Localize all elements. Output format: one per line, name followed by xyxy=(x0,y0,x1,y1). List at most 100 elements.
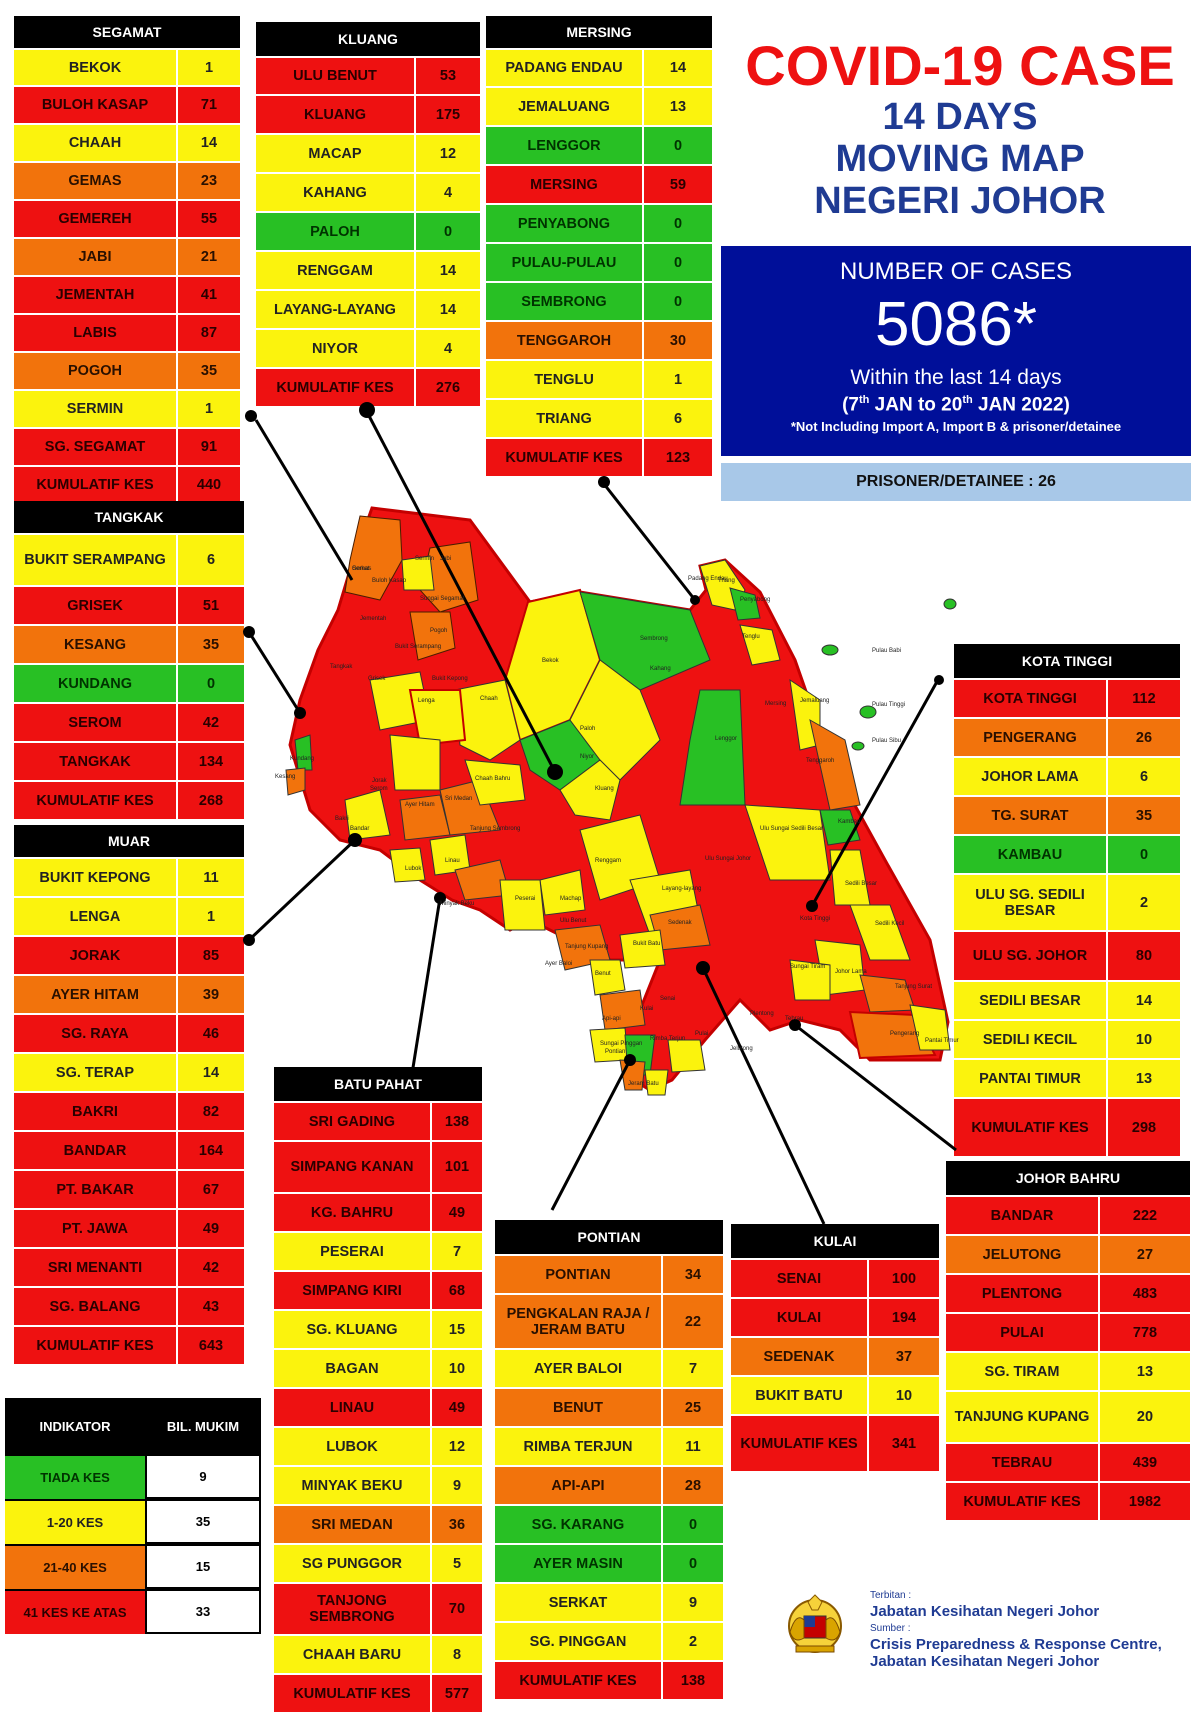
mukim-row: PALOH 0 xyxy=(256,211,480,250)
mukim-row: BENUT 25 xyxy=(495,1387,723,1426)
case-count: 0 xyxy=(642,283,712,320)
case-count: 778 xyxy=(1098,1314,1190,1351)
mukim-row: SRI MENANTI 42 xyxy=(14,1247,244,1286)
region-tenglu xyxy=(739,624,781,666)
mukim-name: SG. BALANG xyxy=(49,1298,141,1315)
connector-mersing xyxy=(602,483,697,601)
mukim-name: RENGGAM xyxy=(297,262,373,279)
mukim-name: PADANG ENDAU xyxy=(505,60,623,76)
case-count: 14 xyxy=(176,125,240,161)
table-title: KULAI xyxy=(731,1224,939,1258)
mukim-name: PLENTONG xyxy=(981,1285,1063,1302)
mukim-name: SERKAT xyxy=(548,1594,608,1611)
subtitle-line-1: 14 DAYS xyxy=(882,96,1038,138)
mukim-row: KG. BAHRU 49 xyxy=(274,1192,482,1231)
mukim-name: MINYAK BEKU xyxy=(301,1477,403,1494)
case-count: 11 xyxy=(176,859,244,896)
case-count: 1 xyxy=(176,898,244,935)
mukim-row: TG. SURAT 35 xyxy=(954,795,1180,834)
case-count: 14 xyxy=(176,1054,244,1091)
mukim-name: TANJUNG KUPANG xyxy=(954,1409,1090,1425)
case-count: 7 xyxy=(661,1350,723,1387)
table-kota-tinggi: KOTA TINGGI KOTA TINGGI 112 PENGERANG 26 JOHO… xyxy=(954,644,1180,1156)
exclusion-note: *Not Including Import A, Import B & pris… xyxy=(790,419,1122,435)
mukim-row: RENGGAM 14 xyxy=(256,250,480,289)
map-place-label: Niyor xyxy=(580,754,594,760)
case-count: 85 xyxy=(176,937,244,974)
mukim-name: ULU SG. SEDILI BESAR xyxy=(975,886,1085,919)
mukim-name: BUKIT KEPONG xyxy=(39,869,151,886)
case-count: 276 xyxy=(414,369,480,406)
mukim-name: KUMULATIF KES xyxy=(293,1685,411,1702)
case-count: 67 xyxy=(176,1171,244,1208)
case-count: 82 xyxy=(176,1093,244,1130)
legend-header-count: BIL. MUKIM xyxy=(166,1418,240,1434)
mukim-row: BAGAN 10 xyxy=(274,1348,482,1387)
map-place-label: Padang Endau xyxy=(688,576,728,582)
legend-swatch-label: TIADA KES xyxy=(5,1456,145,1499)
mukim-name: KUMULATIF KES xyxy=(505,449,623,466)
map-place-label: Lenggor xyxy=(715,736,737,742)
mukim-name: KUMULATIF KES xyxy=(36,477,154,493)
total-row: KUMULATIF KES 123 xyxy=(486,437,712,476)
region-sedili-kecil xyxy=(849,904,911,961)
mukim-name: SRI MEDAN xyxy=(311,1516,393,1533)
mukim-name: NIYOR xyxy=(312,340,358,357)
map-place-label: Johor Lama xyxy=(835,969,867,975)
case-count: 4 xyxy=(414,174,480,211)
table-title: MUAR xyxy=(14,825,244,857)
footer-credits: Terbitan : Jabatan Kesihatan Negeri Joho… xyxy=(870,1590,1200,1670)
mukim-row: LUBOK 12 xyxy=(274,1426,482,1465)
mukim-row: ULU BENUT 53 xyxy=(256,56,480,94)
mukim-name: PONTIAN xyxy=(545,1266,611,1283)
mukim-row: ULU SG. JOHOR 80 xyxy=(954,930,1180,980)
case-count: 42 xyxy=(176,704,244,741)
mukim-name: JORAK xyxy=(69,947,121,964)
mukim-name: SEDENAK xyxy=(763,1348,835,1365)
mukim-name: SERMIN xyxy=(66,401,124,417)
mukim-name: PENYABONG xyxy=(517,215,611,232)
mukim-row: GEMAS 23 xyxy=(14,161,240,199)
map-place-label: Kesang xyxy=(275,774,295,780)
region-tanjung-kupang xyxy=(667,1039,706,1073)
mukim-name: BUKIT SERAMPANG xyxy=(24,552,166,568)
map-place-label: Sri Medan xyxy=(445,796,472,802)
period-label: Within the last 14 days xyxy=(850,366,1062,389)
case-count: 25 xyxy=(661,1389,723,1426)
mukim-row: MERSING 59 xyxy=(486,164,712,203)
mukim-row: SEROM 42 xyxy=(14,702,244,741)
connector-dots xyxy=(243,402,944,1066)
mukim-name: PANTAI TIMUR xyxy=(979,1070,1081,1087)
case-count: 87 xyxy=(176,315,240,351)
table-title: BATU PAHAT xyxy=(274,1067,482,1101)
mukim-row: JABI 21 xyxy=(14,237,240,275)
mukim-name: CHAAH BARU xyxy=(302,1646,402,1663)
mukim-name: PT. BAKAR xyxy=(56,1181,134,1198)
region-ayer-baloi xyxy=(589,959,626,996)
region-kesang xyxy=(285,767,306,796)
case-count: 440 xyxy=(176,467,240,503)
case-count: 80 xyxy=(1106,932,1180,980)
mukim-row: SIMPANG KIRI 68 xyxy=(274,1270,482,1309)
mukim-row: CHAAH 14 xyxy=(14,123,240,161)
mukim-row: SG. RAYA 46 xyxy=(14,1013,244,1052)
mukim-row: BANDAR 222 xyxy=(946,1195,1190,1234)
map-place-label: Chaah Bahru xyxy=(475,776,510,782)
subtitle-line-2: MOVING MAP xyxy=(835,138,1085,180)
total-row: KUMULATIF KES 138 xyxy=(495,1660,723,1699)
map-place-label: Chaah xyxy=(480,696,498,702)
region-pogoh xyxy=(409,611,456,661)
case-count: 268 xyxy=(176,782,244,819)
case-count: 22 xyxy=(661,1295,723,1348)
case-count: 13 xyxy=(1106,1060,1180,1097)
mukim-name: JEMENTAH xyxy=(55,287,135,303)
mukim-row: SEDILI BESAR 14 xyxy=(954,980,1180,1019)
mukim-name: PENGKALAN RAJA / JERAM BATU xyxy=(506,1305,650,1338)
region-machap xyxy=(539,869,586,916)
mukim-name: BAGAN xyxy=(325,1360,379,1377)
case-count: 35 xyxy=(176,626,244,663)
mukim-name: KUMULATIF KES xyxy=(519,1672,637,1689)
mukim-row: SRI MEDAN 36 xyxy=(274,1504,482,1543)
mukim-row: BUKIT KEPONG 11 xyxy=(14,857,244,896)
